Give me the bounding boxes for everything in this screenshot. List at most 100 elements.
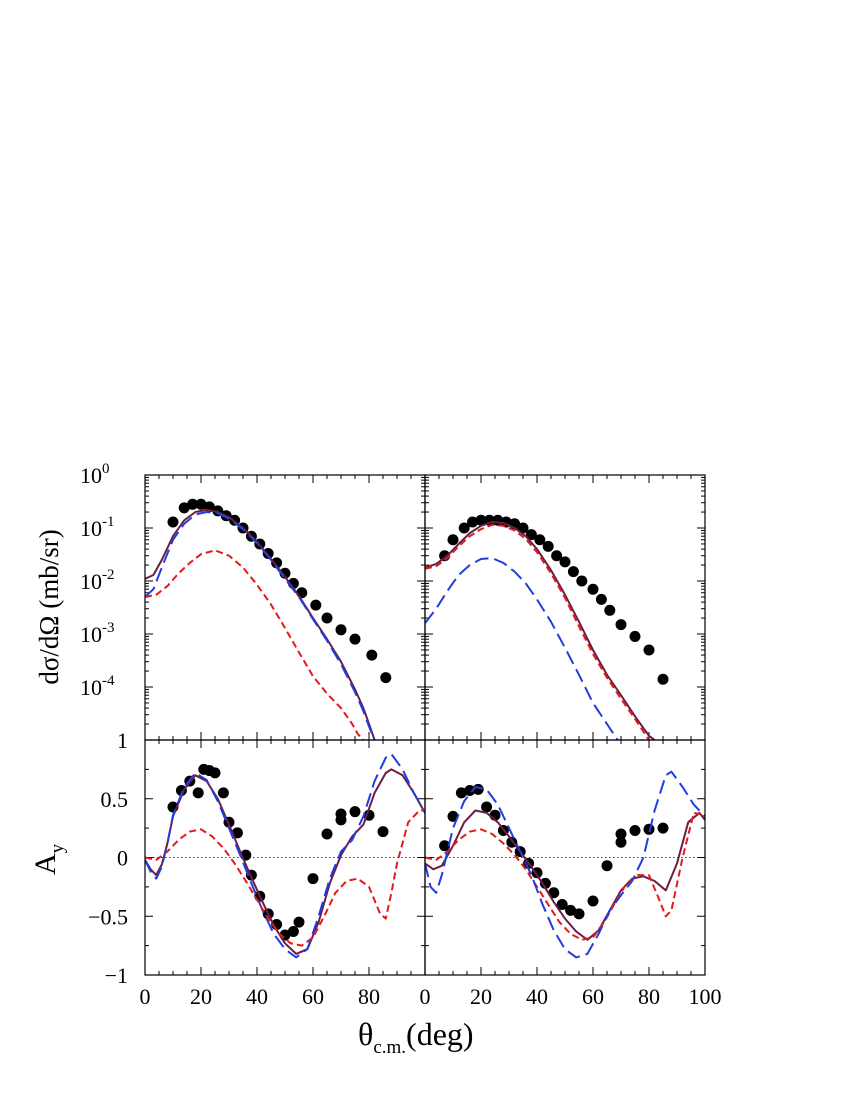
panel-top-right-cross-section (424, 474, 706, 741)
x-tick-label: 60 (302, 984, 324, 1009)
data-point (175, 785, 187, 797)
x-tick-label: 80 (638, 984, 660, 1009)
ticks (424, 474, 706, 740)
data-point (587, 895, 599, 907)
data-point (657, 673, 669, 685)
data-point (615, 828, 627, 840)
series-line-solid (425, 809, 705, 941)
data-point (307, 873, 319, 885)
data-point (271, 557, 283, 569)
data-point (587, 583, 599, 595)
data-point (439, 840, 451, 852)
data-point (657, 822, 669, 834)
data-point (576, 575, 588, 587)
data-point (573, 908, 585, 920)
data-point (178, 502, 190, 514)
data-point (601, 860, 613, 872)
axis-labels: 100 10-1 10-2 10-3 10-4 1 0.5 0 −0.5 −1 0 20 40 60 80 0… (29, 461, 722, 1058)
data-point (335, 808, 347, 820)
ticks (144, 474, 426, 740)
data-point (467, 516, 479, 528)
data-point (195, 498, 207, 510)
data-point (565, 904, 577, 916)
data-point (296, 587, 308, 599)
data-point (643, 823, 655, 835)
data-point (192, 787, 204, 799)
data-point (380, 672, 392, 684)
series-line-long-dash (425, 770, 705, 959)
series-line-short-dash (425, 811, 705, 941)
panel-bottom-right-analyzing-power (424, 739, 706, 976)
y-tick-label: 100 (80, 461, 110, 488)
data-point (464, 785, 476, 797)
data-point (377, 826, 389, 838)
series-line-long-dash (145, 511, 376, 740)
x-tick-label: 40 (246, 984, 268, 1009)
x-tick-label: 40 (526, 984, 548, 1009)
y-tick-label: 10-3 (80, 620, 115, 647)
data-point (187, 498, 199, 510)
data-point (548, 887, 560, 899)
data-point (231, 827, 243, 839)
panel-frame (424, 474, 706, 741)
x-tick-label: 100 (689, 984, 722, 1009)
series-line-long-dash (425, 557, 619, 740)
data-point (349, 633, 361, 645)
x-tick-label: 20 (470, 984, 492, 1009)
y-tick-label: −1 (105, 963, 128, 988)
data-point (567, 566, 579, 578)
y-tick-label: 10-2 (80, 567, 115, 594)
data-point (349, 806, 361, 818)
data-point (643, 644, 655, 656)
data-point (335, 624, 347, 636)
data-point (517, 522, 529, 534)
series-line-short-dash (145, 809, 425, 947)
data-point (604, 604, 616, 616)
data-point (595, 593, 607, 605)
data-point (542, 540, 554, 552)
panel-frame (424, 739, 706, 976)
panel-frame (144, 474, 426, 741)
data-point (321, 828, 333, 840)
data-points (167, 763, 389, 941)
data-point (615, 619, 627, 631)
series-group (145, 498, 392, 740)
data-point (629, 824, 641, 836)
series-group (425, 514, 669, 740)
data-point (525, 529, 537, 541)
data-points (439, 783, 669, 920)
data-point (321, 612, 333, 624)
data-point (366, 649, 378, 661)
y-tick-label: 10-1 (80, 514, 115, 541)
data-point (209, 767, 221, 779)
x-axis-title: θc.m.(deg) (358, 1016, 474, 1058)
data-point (293, 916, 305, 928)
series-line-long-dash (145, 753, 425, 959)
x-tick-label: 80 (358, 984, 380, 1009)
panel-bottom-left-analyzing-power (144, 739, 426, 976)
x-tick-label: 20 (190, 984, 212, 1009)
x-tick-label: 60 (582, 984, 604, 1009)
series-line-solid (145, 768, 425, 955)
data-point (447, 534, 459, 546)
data-point (559, 556, 571, 568)
series-line-short-dash (425, 523, 651, 740)
data-point (287, 926, 299, 938)
series-group (145, 753, 425, 959)
data-point (551, 550, 563, 562)
x-tick-label: 0 (420, 984, 431, 1009)
data-point (458, 522, 470, 534)
data-point (475, 514, 487, 526)
y-tick-label: 10-4 (80, 673, 115, 700)
data-point (310, 599, 322, 611)
y-tick-label: 0 (117, 846, 128, 871)
data-point (455, 787, 467, 799)
y-axis-title-cross-section: dσ/dΩ (mb/sr) (34, 529, 64, 684)
data-point (539, 877, 551, 889)
data-point (167, 516, 179, 528)
y-tick-label: 1 (117, 728, 128, 753)
data-point (481, 801, 493, 813)
data-point (217, 787, 229, 799)
data-point (556, 899, 568, 910)
